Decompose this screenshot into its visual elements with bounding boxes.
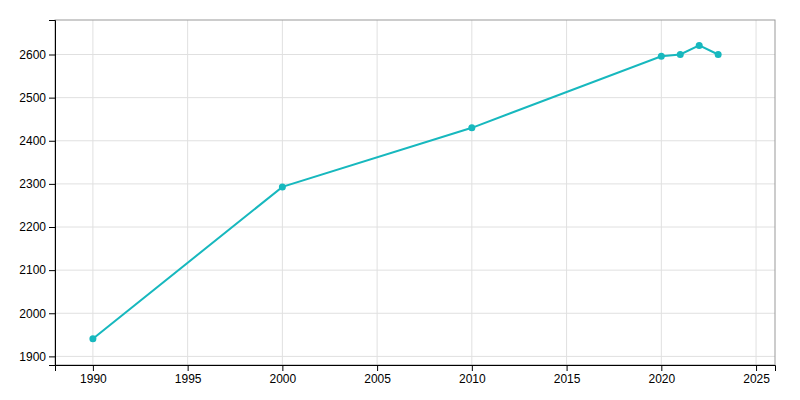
series (89, 42, 721, 342)
point (468, 124, 475, 131)
x-tick: 2000 (270, 365, 297, 386)
x-tick-label: 1990 (80, 372, 107, 386)
grid-line-y (55, 356, 775, 357)
point (89, 335, 96, 342)
grid (55, 20, 775, 365)
grid-line-y (55, 97, 775, 98)
chart: 1990 1995 2000 2005 2010 2015 2020 2025 1900 2000… (0, 0, 800, 400)
plot: 1990 1995 2000 2005 2010 2015 2020 2025 1900 2000… (19, 20, 775, 386)
point (677, 51, 684, 58)
y-tick: 2000 (19, 307, 55, 321)
x-tick: 2025 (743, 365, 770, 386)
y-tick: 2500 (19, 91, 55, 105)
y-tick-label: 2200 (19, 220, 46, 234)
x-tick-mark (472, 365, 473, 371)
x-tick-label: 2000 (270, 372, 297, 386)
y-axis-line (49, 21, 56, 366)
grid-line-y (55, 227, 775, 228)
x-tick-label: 2005 (364, 372, 391, 386)
y-tick: 2300 (19, 177, 55, 191)
grid-line-y (55, 270, 775, 271)
point (715, 51, 722, 58)
y-tick-mark (49, 313, 55, 314)
x-axis: 1990 1995 2000 2005 2010 2015 2020 2025 (56, 365, 776, 386)
y-tick: 1900 (19, 350, 55, 364)
y-tick: 2400 (19, 134, 55, 148)
x-tick-mark (377, 365, 378, 371)
y-tick: 2200 (19, 220, 55, 234)
x-tick-mark (567, 365, 568, 371)
x-tick-mark (756, 365, 757, 371)
x-tick: 2005 (364, 365, 391, 386)
x-tick-label: 2020 (648, 372, 675, 386)
plot-frame (55, 20, 775, 365)
y-tick-mark (49, 98, 55, 99)
point (279, 183, 286, 190)
y-tick: 2600 (19, 48, 55, 62)
y-axis: 1900 2000 2100 2200 2300 2400 2500 2600 (19, 21, 55, 366)
y-tick-mark (49, 184, 55, 185)
y-tick-label: 2100 (19, 263, 46, 277)
x-tick-mark (93, 365, 94, 371)
grid-line-y (55, 140, 775, 141)
x-tick-label: 2025 (743, 372, 770, 386)
x-tick-mark (661, 365, 662, 371)
line (93, 45, 718, 338)
x-axis-line (56, 366, 776, 372)
x-tick-label: 1995 (175, 372, 202, 386)
x-tick-label: 2010 (459, 372, 486, 386)
y-tick-mark (49, 55, 55, 56)
grid-line-y (55, 313, 775, 314)
x-tick: 1990 (80, 365, 107, 386)
x-tick-mark (282, 365, 283, 371)
y-tick: 2100 (19, 263, 55, 277)
y-tick-label: 2400 (19, 134, 46, 148)
y-tick-mark (49, 227, 55, 228)
x-tick: 2020 (648, 365, 675, 386)
grid-line-y (55, 183, 775, 184)
y-tick-label: 2600 (19, 48, 46, 62)
point (658, 53, 665, 60)
y-tick-mark (49, 141, 55, 142)
y-tick-label: 2500 (19, 91, 46, 105)
point (696, 42, 703, 49)
y-tick-mark (49, 356, 55, 357)
x-tick: 2015 (554, 365, 581, 386)
y-tick-label: 2300 (19, 177, 46, 191)
x-tick-label: 2015 (554, 372, 581, 386)
x-tick-mark (188, 365, 189, 371)
y-tick-mark (49, 270, 55, 271)
y-tick-label: 2000 (19, 307, 46, 321)
x-tick: 2010 (459, 365, 486, 386)
y-tick-label: 1900 (19, 350, 46, 364)
x-tick: 1995 (175, 365, 202, 386)
